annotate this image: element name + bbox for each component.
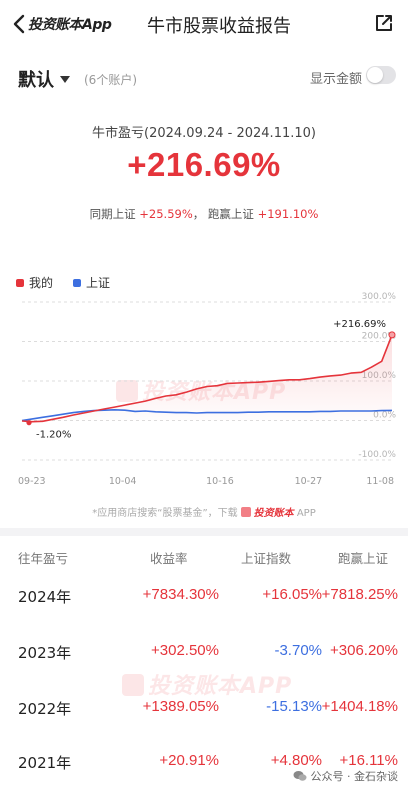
caret-down-icon — [60, 75, 70, 83]
max-label: +216.69% — [333, 319, 386, 330]
cell-year: 2023年 — [18, 644, 72, 662]
cell-ret: +20.91% — [159, 752, 219, 769]
index-line — [21, 409, 393, 422]
wechat-icon — [293, 771, 306, 781]
show-amount-label: 显示金额 — [309, 72, 362, 87]
table-row: 2022年 +1389.05% -15.13% +1404.18% — [0, 698, 408, 724]
mine-area — [22, 334, 392, 422]
account-count: (6个账户) — [84, 72, 137, 87]
cell-idx: -3.70% — [274, 642, 322, 659]
footnote: *应用商店搜索“股票基金”，下载 投资账本 APP — [0, 504, 408, 519]
x-tick-label: 10-16 — [206, 476, 234, 487]
th-beat: 跑赢上证 — [338, 551, 389, 566]
cell-ret: +1389.05% — [142, 698, 219, 715]
cell-year: 2021年 — [18, 754, 72, 772]
y-tick-label: 300.0% — [362, 292, 397, 302]
footnote-text: *应用商店搜索“股票基金”，下载 — [92, 508, 238, 519]
y-tick-label: 200.0% — [362, 332, 397, 342]
cell-year: 2024年 — [18, 588, 72, 606]
x-tick-label: 11-08 — [366, 476, 394, 487]
x-tick-label: 09-23 — [18, 476, 46, 487]
x-tick-label: 10-04 — [109, 476, 137, 487]
toggle-knob — [367, 67, 383, 83]
page-title: 牛市股票收益报告 — [147, 16, 291, 37]
chart-legend: 我的 上证 — [16, 274, 130, 291]
wechat-tag-text: 公众号 · 金石杂谈 — [310, 770, 399, 783]
cell-beat: +16.11% — [339, 752, 398, 769]
legend-index-label: 上证 — [86, 276, 111, 290]
top-bar: 投资账本App 牛市股票收益报告 — [0, 0, 408, 48]
footnote-brand: 投资账本 — [253, 508, 294, 519]
account-selector[interactable]: 默认 (6个账户) — [18, 66, 137, 92]
period-label: 牛市盈亏(2024.09.24 - 2024.11.10) — [92, 126, 316, 141]
th-year: 往年盈亏 — [18, 551, 69, 566]
benchmark-compare: 同期上证 +25.59%， 跑赢上证 +191.10% — [0, 206, 408, 222]
back-button[interactable]: 投资账本App — [12, 12, 112, 36]
cell-year: 2022年 — [18, 700, 72, 718]
legend-swatch-mine — [16, 278, 24, 287]
separator: ， — [192, 207, 205, 221]
footnote-suffix: APP — [296, 508, 316, 519]
x-tick-label: 10-27 — [295, 476, 323, 487]
watermark-text: 投资账本APP — [148, 674, 293, 699]
th-index: 上证指数 — [241, 551, 292, 566]
yearly-table: 往年盈亏 收益率 上证指数 跑赢上证 投资账本APP 2024年 +7834.30… — [0, 536, 408, 792]
cell-idx: +4.80% — [270, 752, 322, 769]
wechat-tag: 公众号 · 金石杂谈 — [293, 768, 399, 784]
share-button[interactable] — [374, 13, 394, 37]
max-point — [388, 331, 396, 339]
cell-beat: +7818.25% — [321, 586, 398, 603]
legend-index: 上证 — [73, 274, 110, 291]
total-return: +216.69% — [127, 146, 281, 183]
show-amount-toggle[interactable] — [366, 66, 396, 84]
table-header: 往年盈亏 收益率 上证指数 跑赢上证 — [0, 548, 408, 568]
beat-label: 跑赢上证 — [207, 207, 254, 221]
chevron-left-icon — [13, 14, 25, 34]
cell-beat: +306.20% — [330, 642, 398, 659]
beat-value: +191.10% — [257, 207, 319, 221]
watermark-logo-icon — [122, 674, 144, 696]
app-logo-icon — [240, 507, 251, 517]
mine-line — [21, 334, 393, 423]
y-tick-label: -100.0% — [358, 450, 396, 460]
legend-mine-label: 我的 — [29, 276, 54, 290]
cell-ret: +7834.30% — [142, 586, 219, 603]
watermark-2: 投资账本APP — [122, 668, 292, 700]
benchmark-label: 同期上证 — [89, 207, 136, 221]
summary-card: 默认 (6个账户) 显示金额 牛市盈亏(2024.09.24 - 2024.11… — [0, 48, 408, 528]
legend-swatch-index — [73, 278, 82, 287]
cell-beat: +1404.18% — [321, 698, 398, 715]
table-row: 2024年 +7834.30% +16.05% +7818.25% — [0, 586, 408, 612]
legend-mine: 我的 — [16, 274, 53, 291]
cell-idx: +16.05% — [262, 586, 322, 603]
table-row: 2021年 +20.91% +4.80% +16.11% — [0, 752, 408, 778]
min-label: -1.20% — [36, 430, 71, 441]
account-name: 默认 — [18, 70, 54, 91]
th-return: 收益率 — [150, 551, 188, 566]
table-row: 2023年 +302.50% -3.70% +306.20% — [0, 642, 408, 668]
min-point — [26, 420, 32, 426]
share-icon — [376, 15, 392, 31]
benchmark-value: +25.59% — [139, 207, 193, 221]
back-label: 投资账本App — [28, 17, 112, 33]
cell-idx: -15.13% — [266, 698, 322, 715]
return-chart: 300.0%200.0%100.0%0.0%-100.0%09-2310-041… — [18, 292, 397, 487]
cell-ret: +302.50% — [151, 642, 219, 659]
